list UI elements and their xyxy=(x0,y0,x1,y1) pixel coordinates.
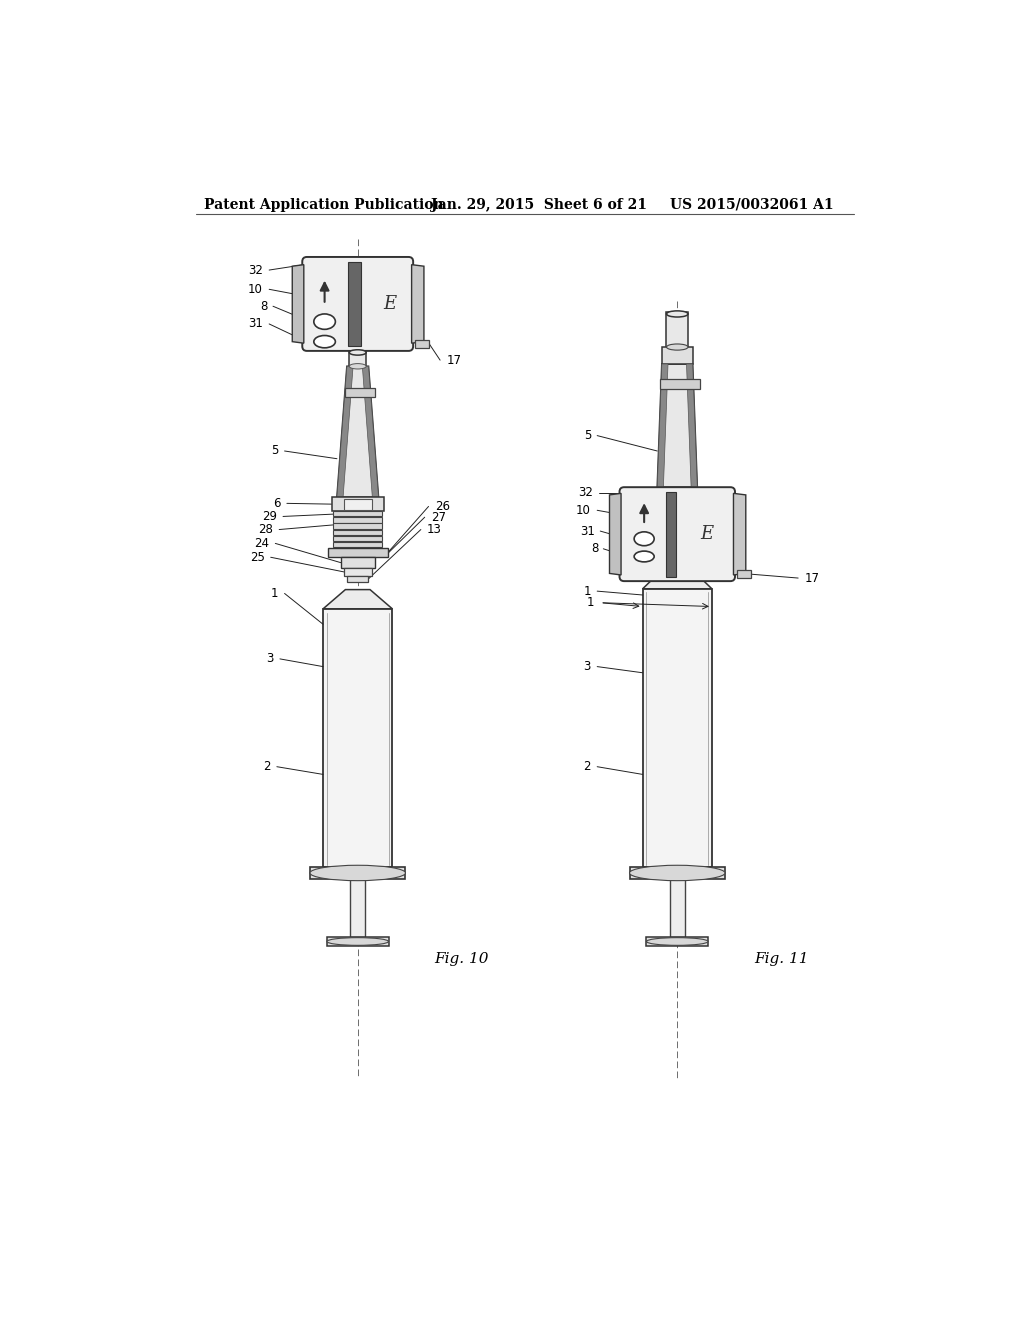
Bar xyxy=(666,492,677,577)
Text: 32: 32 xyxy=(248,264,263,277)
Bar xyxy=(341,557,375,568)
Text: 13: 13 xyxy=(427,523,442,536)
Text: 8: 8 xyxy=(260,300,267,313)
Polygon shape xyxy=(657,364,668,487)
Ellipse shape xyxy=(667,312,688,317)
Text: 3: 3 xyxy=(266,652,273,665)
Text: 5: 5 xyxy=(271,445,279,458)
Bar xyxy=(344,499,372,510)
Text: 31: 31 xyxy=(248,317,263,330)
Bar xyxy=(662,347,692,364)
Polygon shape xyxy=(412,264,424,343)
Text: 6: 6 xyxy=(273,496,281,510)
Text: 28: 28 xyxy=(258,523,273,536)
Ellipse shape xyxy=(310,866,406,880)
Ellipse shape xyxy=(634,532,654,545)
Text: 17: 17 xyxy=(804,572,819,585)
Text: Fig. 11: Fig. 11 xyxy=(755,952,809,966)
Ellipse shape xyxy=(327,937,388,945)
Bar xyxy=(737,570,752,578)
Polygon shape xyxy=(657,364,697,487)
Text: Patent Application Publication: Patent Application Publication xyxy=(204,198,443,211)
Text: 1: 1 xyxy=(584,585,591,598)
Ellipse shape xyxy=(313,314,336,330)
Polygon shape xyxy=(643,568,712,589)
Bar xyxy=(310,867,406,879)
FancyBboxPatch shape xyxy=(302,257,413,351)
Text: 25: 25 xyxy=(250,550,264,564)
Text: 29: 29 xyxy=(262,510,276,523)
Ellipse shape xyxy=(646,937,708,945)
Ellipse shape xyxy=(349,363,367,370)
Text: 2: 2 xyxy=(263,760,270,774)
Text: 2: 2 xyxy=(584,760,591,774)
Polygon shape xyxy=(362,367,379,498)
Bar xyxy=(323,609,392,867)
Bar xyxy=(348,263,360,346)
Text: 24: 24 xyxy=(254,537,269,550)
Bar xyxy=(350,879,366,937)
Text: 5: 5 xyxy=(584,429,591,442)
Text: 8: 8 xyxy=(591,543,599,556)
Text: 17: 17 xyxy=(446,354,461,367)
Polygon shape xyxy=(686,364,697,487)
Bar xyxy=(670,879,685,937)
Bar xyxy=(416,341,429,348)
Ellipse shape xyxy=(313,335,336,348)
Polygon shape xyxy=(337,367,379,498)
Text: 1: 1 xyxy=(271,587,279,601)
Polygon shape xyxy=(733,494,745,576)
Bar xyxy=(332,498,384,511)
Ellipse shape xyxy=(349,350,367,355)
Bar xyxy=(327,937,388,946)
Text: 10: 10 xyxy=(577,504,591,517)
Text: 3: 3 xyxy=(584,660,591,673)
Bar xyxy=(345,388,375,397)
Text: 27: 27 xyxy=(431,511,445,524)
Bar xyxy=(643,589,712,867)
Bar xyxy=(333,529,382,535)
Bar xyxy=(344,568,372,576)
Bar xyxy=(660,379,700,388)
Text: 26: 26 xyxy=(435,500,450,513)
Bar xyxy=(333,517,382,523)
Text: 32: 32 xyxy=(578,486,593,499)
Ellipse shape xyxy=(630,866,725,880)
Text: US 2015/0032061 A1: US 2015/0032061 A1 xyxy=(670,198,834,211)
Bar xyxy=(333,541,382,548)
Text: Fig. 10: Fig. 10 xyxy=(435,952,489,966)
Text: Jan. 29, 2015  Sheet 6 of 21: Jan. 29, 2015 Sheet 6 of 21 xyxy=(431,198,647,211)
Text: E: E xyxy=(383,294,396,313)
Text: 1: 1 xyxy=(587,597,594,610)
Text: E: E xyxy=(700,525,714,543)
Bar xyxy=(667,313,688,347)
Ellipse shape xyxy=(667,345,688,350)
Polygon shape xyxy=(609,494,621,576)
Text: 31: 31 xyxy=(580,524,595,537)
Bar xyxy=(347,576,369,582)
Bar xyxy=(646,937,708,946)
Bar xyxy=(333,523,382,529)
FancyBboxPatch shape xyxy=(620,487,735,581)
Polygon shape xyxy=(292,264,304,343)
Bar xyxy=(333,536,382,541)
Bar xyxy=(333,511,382,516)
Bar xyxy=(349,351,367,367)
Bar xyxy=(328,548,388,557)
Text: 10: 10 xyxy=(248,282,263,296)
Polygon shape xyxy=(337,367,353,498)
Bar xyxy=(630,867,725,879)
Polygon shape xyxy=(323,590,392,609)
Ellipse shape xyxy=(634,552,654,562)
